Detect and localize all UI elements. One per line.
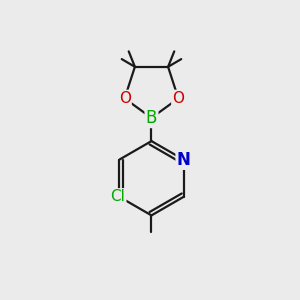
Text: Cl: Cl bbox=[110, 189, 125, 204]
Text: O: O bbox=[118, 91, 130, 106]
Text: B: B bbox=[146, 109, 157, 127]
Text: O: O bbox=[172, 91, 184, 106]
Text: N: N bbox=[177, 151, 190, 169]
